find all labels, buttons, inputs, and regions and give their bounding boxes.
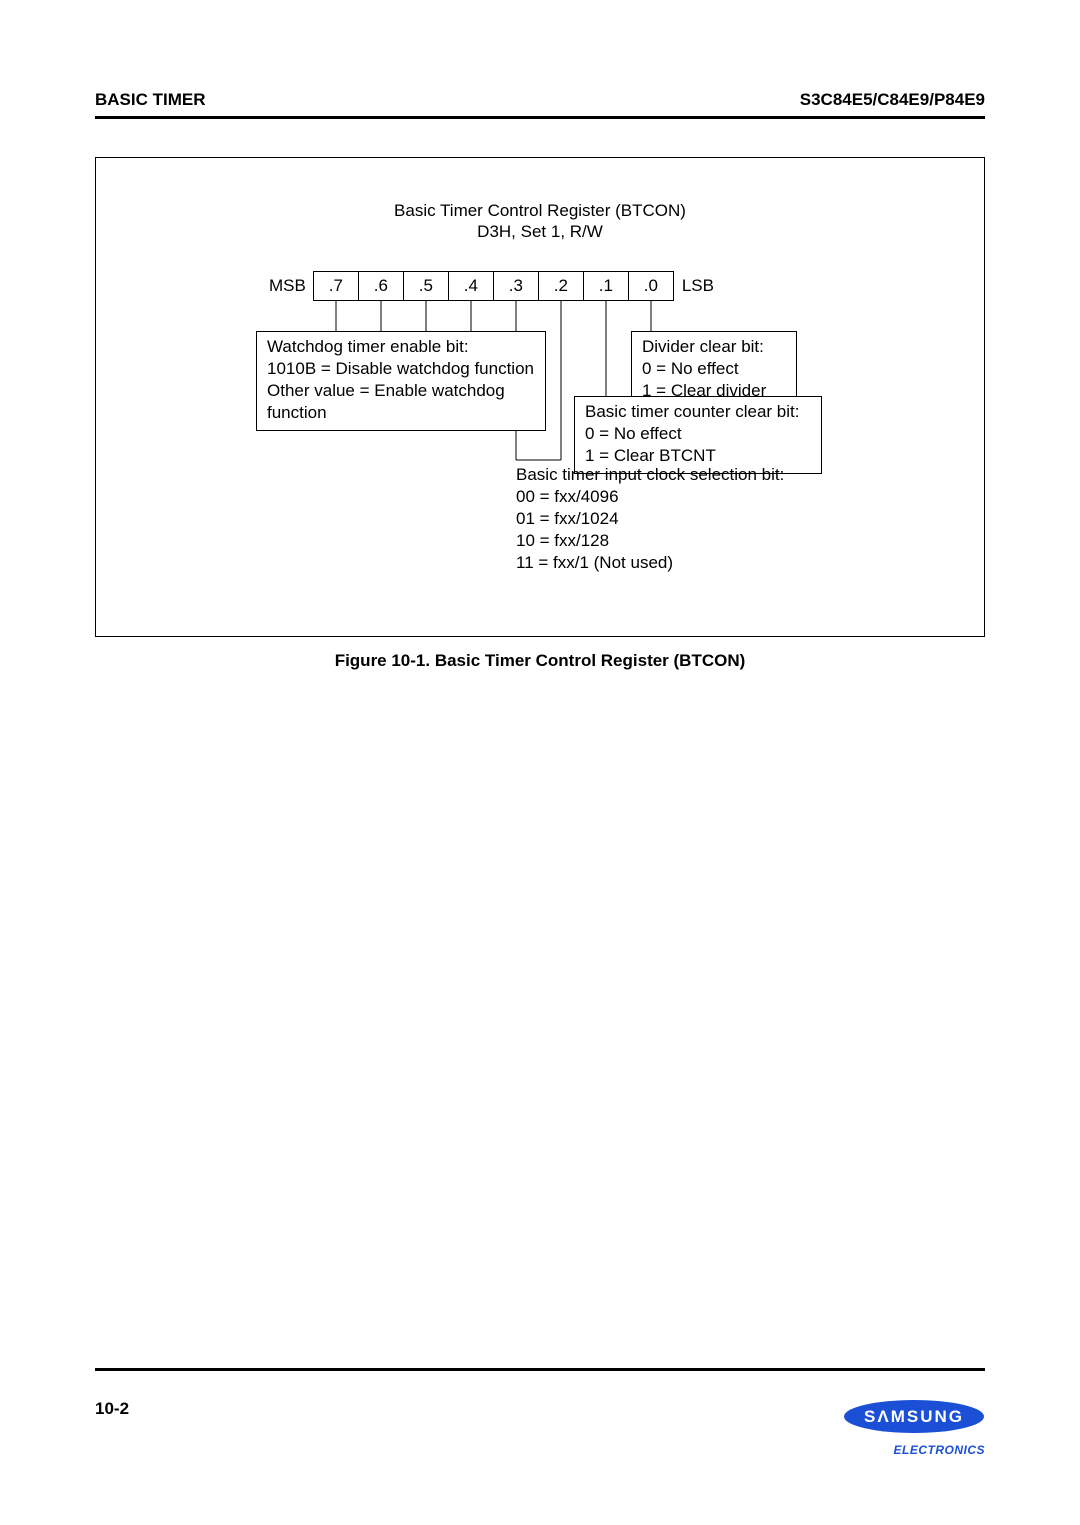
bit-1: .1 xyxy=(583,271,629,301)
page-footer: 10-2 SΛMSUNG ELECTRONICS xyxy=(95,1362,985,1457)
clock-l1: Basic timer input clock selection bit: xyxy=(516,464,784,486)
figure-caption: Figure 10-1. Basic Timer Control Registe… xyxy=(95,651,985,671)
samsung-logo-text: SΛMSUNG xyxy=(864,1407,964,1426)
samsung-logo: SΛMSUNG ELECTRONICS xyxy=(843,1399,985,1457)
header-left: BASIC TIMER xyxy=(95,90,206,110)
bit-5: .5 xyxy=(403,271,449,301)
lsb-label: LSB xyxy=(674,271,722,301)
figure-title-line1: Basic Timer Control Register (BTCON) xyxy=(394,201,686,220)
divider-l2: 0 = No effect xyxy=(642,358,786,380)
header-right: S3C84E5/C84E9/P84E9 xyxy=(800,90,985,110)
electronics-text: ELECTRONICS xyxy=(843,1443,985,1457)
clock-l2: 00 = fxx/4096 xyxy=(516,486,784,508)
figure-title-line2: D3H, Set 1, R/W xyxy=(477,222,603,241)
clock-sel-desc: Basic timer input clock selection bit: 0… xyxy=(516,464,784,574)
figure-title: Basic Timer Control Register (BTCON) D3H… xyxy=(96,200,984,243)
watchdog-desc: Watchdog timer enable bit: 1010B = Disab… xyxy=(256,331,546,431)
bit-row: MSB .7 .6 .5 .4 .3 .2 .1 .0 LSB xyxy=(261,271,722,301)
watchdog-l3: Other value = Enable watchdog function xyxy=(267,380,535,424)
bit-4: .4 xyxy=(448,271,494,301)
bit-2: .2 xyxy=(538,271,584,301)
counter-l2: 0 = No effect xyxy=(585,423,811,445)
divider-l1: Divider clear bit: xyxy=(642,336,786,358)
bit-3: .3 xyxy=(493,271,539,301)
msb-label: MSB xyxy=(261,271,314,301)
bit-6: .6 xyxy=(358,271,404,301)
footer-rule xyxy=(95,1368,985,1371)
watchdog-l2: 1010B = Disable watchdog function xyxy=(267,358,535,380)
page-header: BASIC TIMER S3C84E5/C84E9/P84E9 xyxy=(95,90,985,110)
header-rule xyxy=(95,116,985,119)
bit-7: .7 xyxy=(313,271,359,301)
clock-l3: 01 = fxx/1024 xyxy=(516,508,784,530)
counter-l1: Basic timer counter clear bit: xyxy=(585,401,811,423)
samsung-logo-icon: SΛMSUNG xyxy=(843,1399,985,1434)
counter-clear-desc: Basic timer counter clear bit: 0 = No ef… xyxy=(574,396,822,474)
clock-l4: 10 = fxx/128 xyxy=(516,530,784,552)
bit-0: .0 xyxy=(628,271,674,301)
clock-l5: 11 = fxx/1 (Not used) xyxy=(516,552,784,574)
watchdog-l1: Watchdog timer enable bit: xyxy=(267,336,535,358)
figure-frame: Basic Timer Control Register (BTCON) D3H… xyxy=(95,157,985,637)
page-number: 10-2 xyxy=(95,1399,129,1419)
